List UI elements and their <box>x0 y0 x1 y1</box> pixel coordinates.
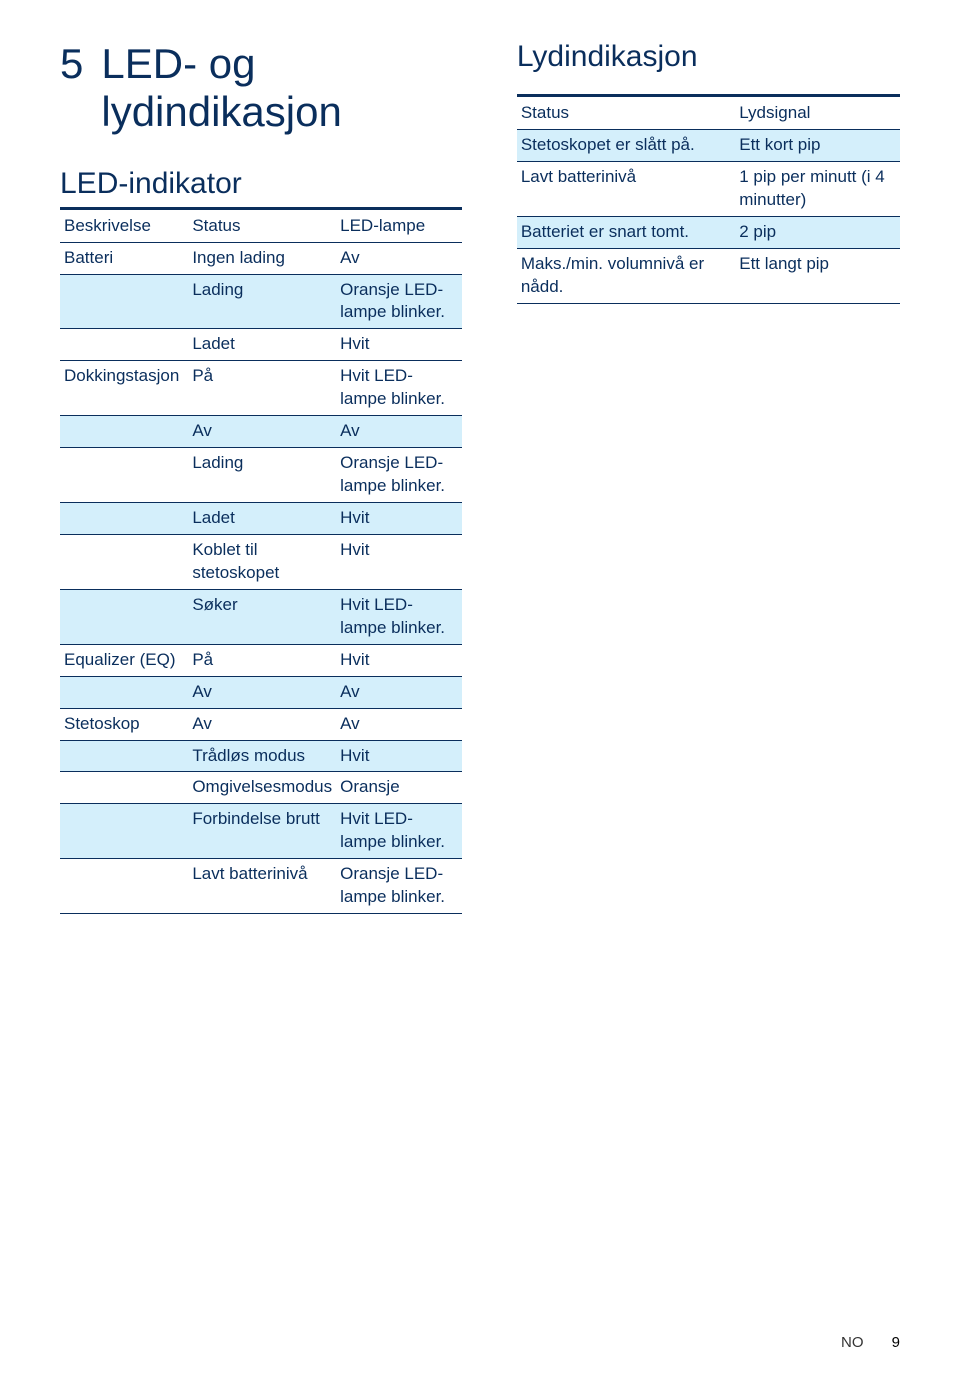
col-header: Lydsignal <box>735 99 900 130</box>
table-cell <box>60 416 188 448</box>
footer-lang: NO <box>841 1334 864 1351</box>
table-cell: Hvit LED-lampe blinker. <box>336 804 462 859</box>
table-cell: Av <box>336 416 462 448</box>
table-cell: Stetoskopet er slått på. <box>517 130 735 162</box>
divider <box>60 207 462 210</box>
table-cell <box>60 589 188 644</box>
col-header: LED-lampe <box>336 212 462 243</box>
table-cell: Av <box>188 676 336 708</box>
table-cell: Hvit <box>336 534 462 589</box>
table-row: LadetHvit <box>60 329 462 361</box>
table-cell <box>60 448 188 503</box>
subsection-title: LED-indikator <box>60 167 462 201</box>
table-cell <box>60 804 188 859</box>
table-cell: Hvit <box>336 503 462 535</box>
table-row: AvAv <box>60 676 462 708</box>
table-cell: Av <box>336 242 462 274</box>
col-header: Status <box>188 212 336 243</box>
table-cell: Av <box>336 708 462 740</box>
table-cell: Hvit LED-lampe blinker. <box>336 361 462 416</box>
table-cell: Lavt batterinivå <box>517 161 735 216</box>
table-cell: Stetoskop <box>60 708 188 740</box>
table-cell <box>60 676 188 708</box>
table-cell <box>60 274 188 329</box>
col-header: Beskrivelse <box>60 212 188 243</box>
table-row: Trådløs modusHvit <box>60 740 462 772</box>
table-cell: Ett kort pip <box>735 130 900 162</box>
table-row: Stetoskopet er slått på.Ett kort pip <box>517 130 900 162</box>
table-cell: Oransje LED-lampe blinker. <box>336 274 462 329</box>
section-header: 5 LED- og lydindikasjon <box>60 40 462 137</box>
table-cell: Hvit <box>336 329 462 361</box>
table-cell: Lavt batterinivå <box>188 859 336 914</box>
table-row: Koblet til stetoskopetHvit <box>60 534 462 589</box>
table-row: Lavt batterinivå1 pip per minutt (i 4 mi… <box>517 161 900 216</box>
table-cell: 1 pip per minutt (i 4 minutter) <box>735 161 900 216</box>
table-cell <box>60 329 188 361</box>
table-cell: Oransje <box>336 772 462 804</box>
table-cell <box>60 859 188 914</box>
footer-page-number: 9 <box>892 1334 900 1351</box>
table-row: LadingOransje LED-lampe blinker. <box>60 274 462 329</box>
right-section-title: Lydindikasjon <box>517 40 900 74</box>
table-cell: På <box>188 361 336 416</box>
table-row: StetoskopAvAv <box>60 708 462 740</box>
page-footer: NO 9 <box>517 1334 900 1351</box>
table-row: BatteriIngen ladingAv <box>60 242 462 274</box>
sound-indication-table: Status Lydsignal Stetoskopet er slått på… <box>517 99 900 304</box>
table-cell: Koblet til stetoskopet <box>188 534 336 589</box>
table-row: Forbindelse bruttHvit LED-lampe blinker. <box>60 804 462 859</box>
table-row: LadingOransje LED-lampe blinker. <box>60 448 462 503</box>
table-row: AvAv <box>60 416 462 448</box>
table-row: DokkingstasjonPåHvit LED-lampe blinker. <box>60 361 462 416</box>
table-cell: Oransje LED-lampe blinker. <box>336 448 462 503</box>
section-title: LED- og lydindikasjon <box>101 40 461 137</box>
table-cell: Hvit <box>336 740 462 772</box>
table-cell: Dokkingstasjon <box>60 361 188 416</box>
table-cell: Oransje LED-lampe blinker. <box>336 859 462 914</box>
table-cell <box>60 772 188 804</box>
table-cell: Ingen lading <box>188 242 336 274</box>
table-cell: Hvit LED-lampe blinker. <box>336 589 462 644</box>
table-cell <box>60 503 188 535</box>
table-cell: Søker <box>188 589 336 644</box>
col-header: Status <box>517 99 735 130</box>
table-cell: Hvit <box>336 644 462 676</box>
section-number: 5 <box>60 40 83 88</box>
table-cell: Batteriet er snart tomt. <box>517 216 735 248</box>
table-cell: Omgivelsesmodus <box>188 772 336 804</box>
table-cell: Ladet <box>188 503 336 535</box>
table-row: LadetHvit <box>60 503 462 535</box>
table-cell: Forbindelse brutt <box>188 804 336 859</box>
table-row: SøkerHvit LED-lampe blinker. <box>60 589 462 644</box>
table-cell: Av <box>188 416 336 448</box>
table-cell: Equalizer (EQ) <box>60 644 188 676</box>
table-cell: Lading <box>188 448 336 503</box>
table-cell: 2 pip <box>735 216 900 248</box>
table-cell: Ladet <box>188 329 336 361</box>
table-row: Maks./min. volumnivå er nådd.Ett langt p… <box>517 248 900 303</box>
table-row: Equalizer (EQ)PåHvit <box>60 644 462 676</box>
table-row: OmgivelsesmodusOransje <box>60 772 462 804</box>
table-row: Lavt batterinivåOransje LED-lampe blinke… <box>60 859 462 914</box>
table-cell: Av <box>336 676 462 708</box>
table-cell: Trådløs modus <box>188 740 336 772</box>
table-cell: På <box>188 644 336 676</box>
table-cell: Batteri <box>60 242 188 274</box>
table-row: Batteriet er snart tomt.2 pip <box>517 216 900 248</box>
table-cell: Ett langt pip <box>735 248 900 303</box>
divider <box>517 94 900 97</box>
table-cell <box>60 534 188 589</box>
led-indicator-table: Beskrivelse Status LED-lampe BatteriInge… <box>60 212 462 915</box>
table-cell: Lading <box>188 274 336 329</box>
table-cell <box>60 740 188 772</box>
table-cell: Av <box>188 708 336 740</box>
table-cell: Maks./min. volumnivå er nådd. <box>517 248 735 303</box>
